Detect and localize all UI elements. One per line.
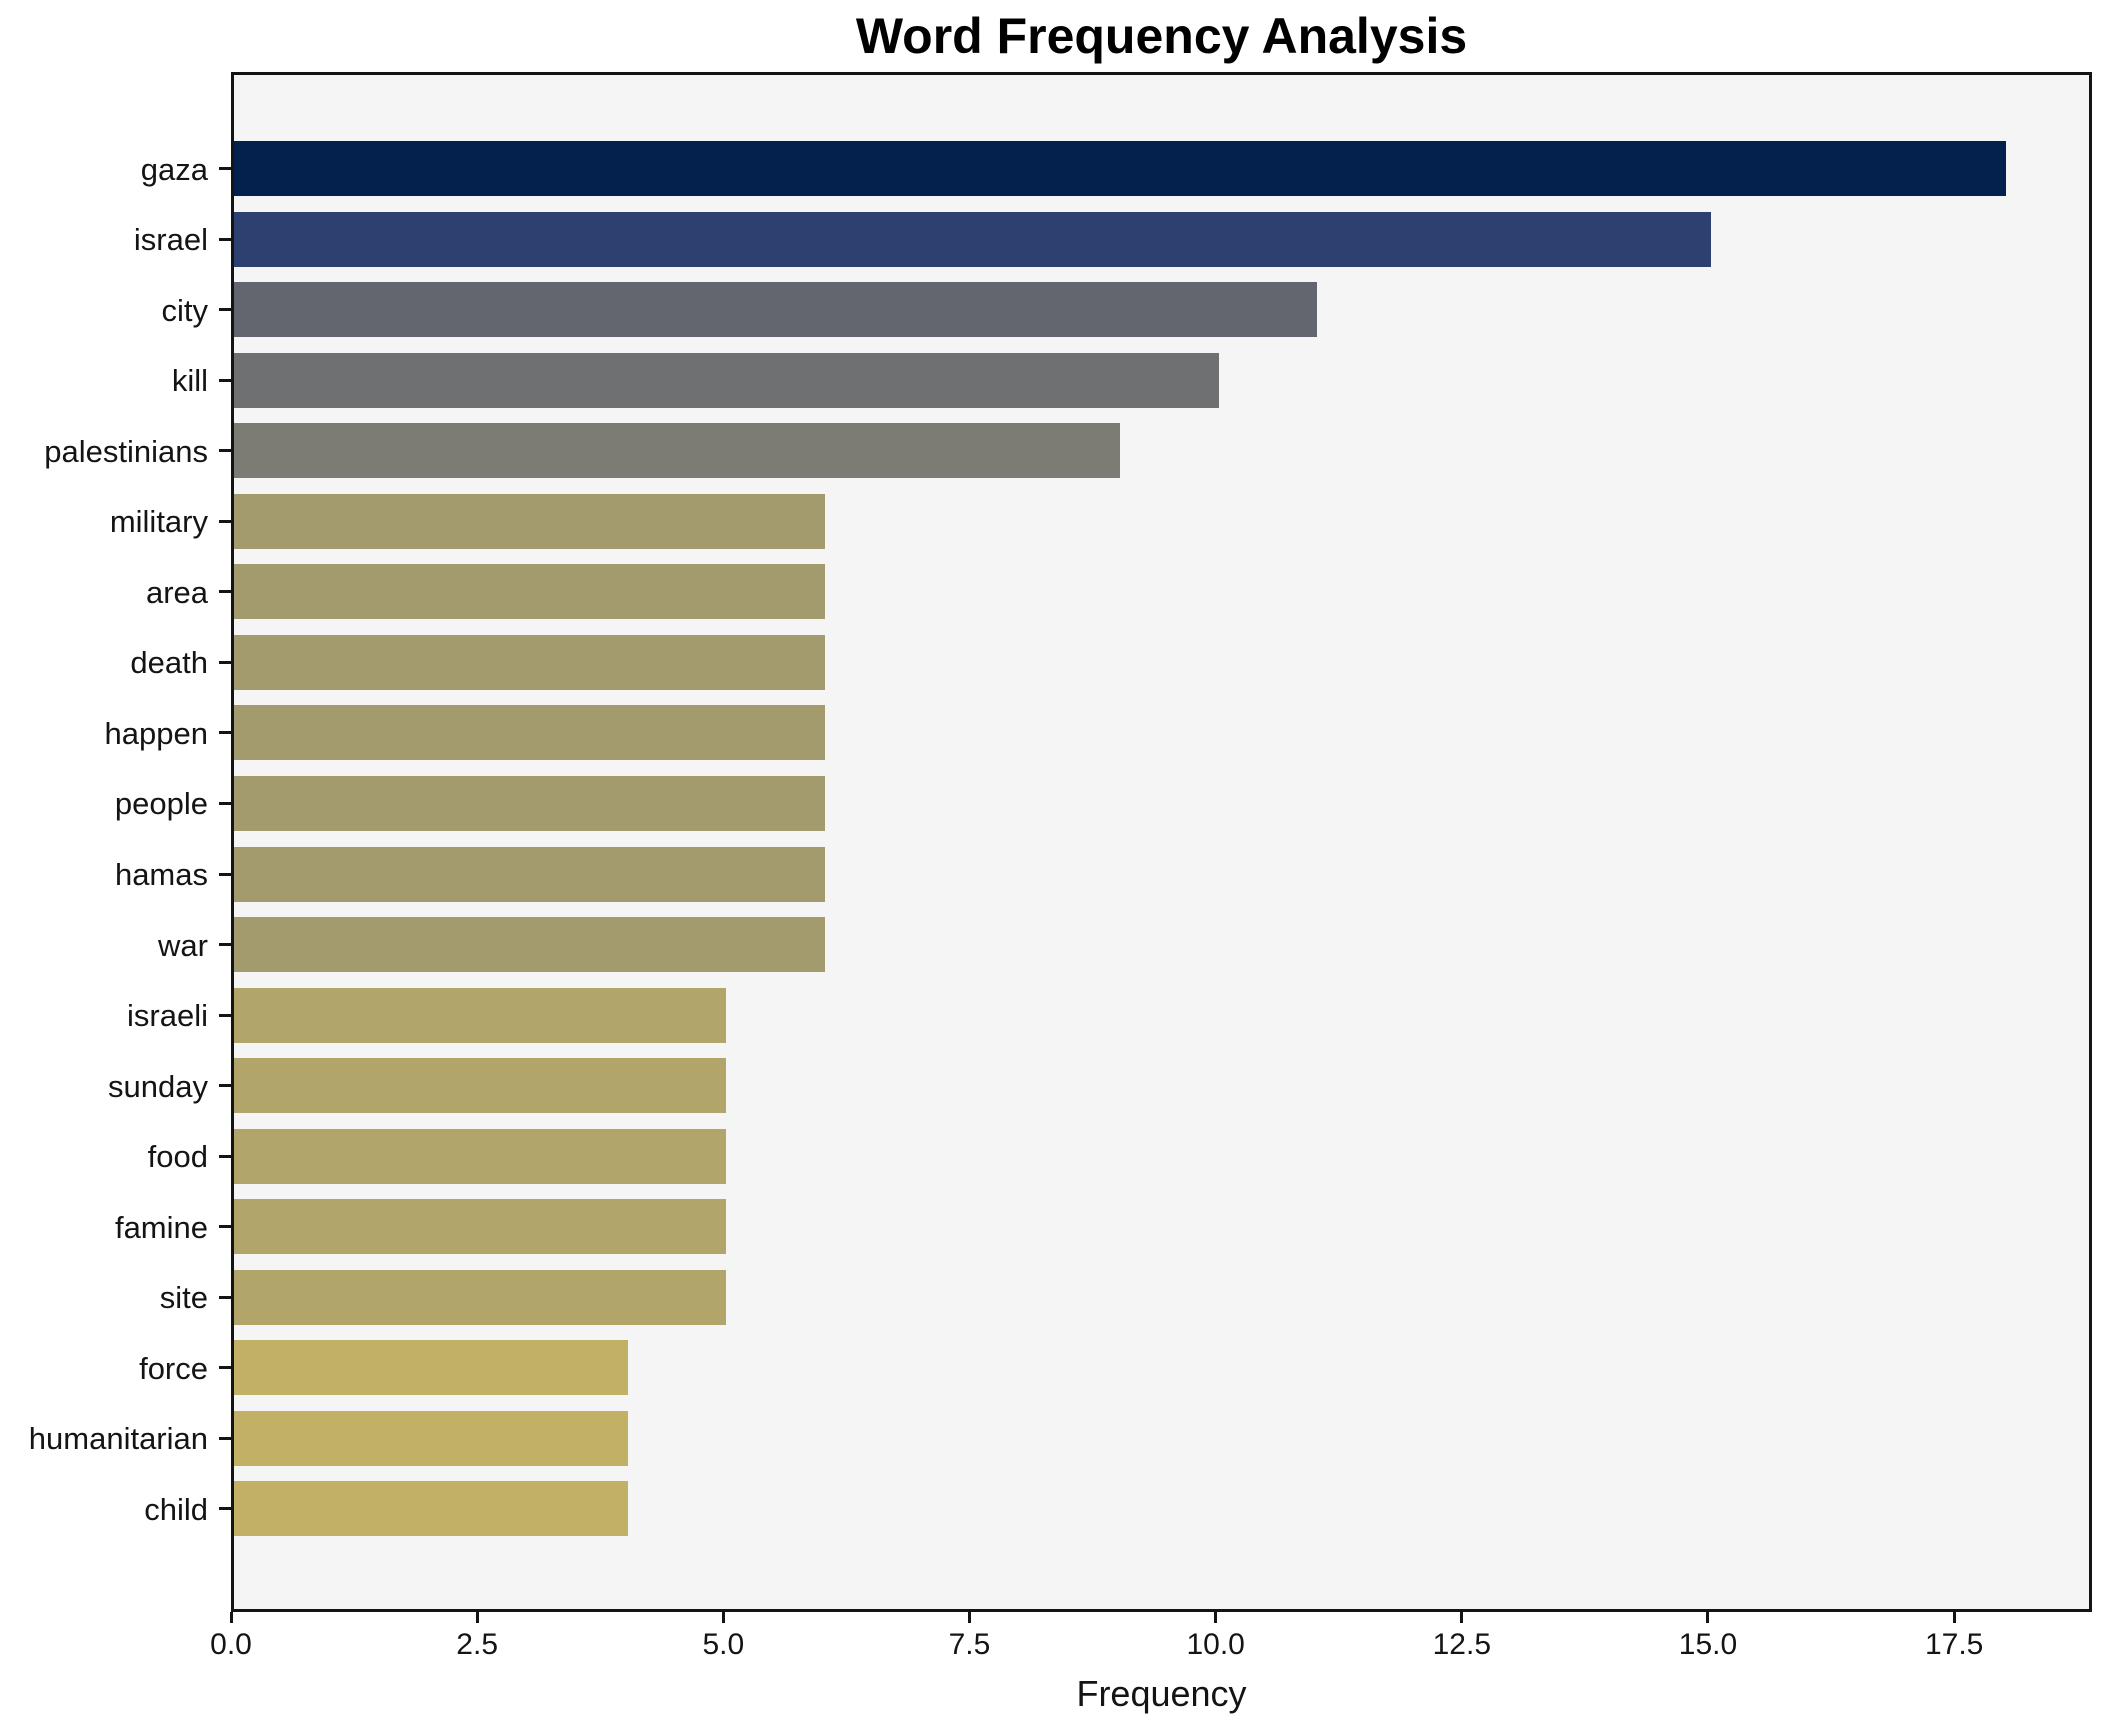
bar-war (234, 917, 825, 973)
x-tick-mark (1460, 1612, 1464, 1623)
y-tick-mark (219, 801, 231, 805)
y-tick-label-hamas: hamas (114, 857, 208, 892)
y-tick-mark (219, 1225, 231, 1229)
y-tick-mark (219, 1366, 231, 1370)
bar-death (234, 634, 825, 690)
x-tick-mark (1706, 1612, 1710, 1623)
y-tick-mark (219, 731, 231, 735)
y-tick-label-child: child (144, 1491, 208, 1527)
x-tick-mark (475, 1612, 479, 1623)
x-tick-mark (967, 1612, 971, 1623)
y-tick-label-kill: kill (171, 363, 208, 399)
y-tick-mark (219, 308, 231, 312)
y-tick-mark (219, 519, 231, 523)
bar-israeli (234, 987, 727, 1043)
y-tick-label-force: force (139, 1350, 208, 1386)
bar-gaza (234, 141, 2007, 196)
y-tick-mark (219, 1084, 231, 1088)
x-tick-label-17.5: 17.5 (1924, 1628, 1984, 1661)
bar-military (234, 493, 825, 549)
x-tick-label-2.5: 2.5 (456, 1628, 499, 1661)
y-tick-mark (219, 1295, 231, 1299)
y-tick-label-area: area (145, 574, 208, 610)
chart-title: Word Frequency Analysis (855, 8, 1468, 64)
x-tick-label-10.0: 10.0 (1186, 1628, 1245, 1661)
x-tick-label-0.0: 0.0 (210, 1628, 252, 1661)
y-tick-mark (219, 237, 231, 241)
y-tick-mark (219, 1154, 231, 1158)
bar-kill (234, 352, 1219, 408)
x-tick-mark (721, 1612, 725, 1623)
y-tick-label-humanitarian: humanitarian (28, 1421, 208, 1457)
bar-site (234, 1269, 727, 1325)
bar-humanitarian (234, 1410, 628, 1466)
bar-hamas (234, 846, 825, 902)
bar-people (234, 775, 825, 831)
y-tick-label-sunday: sunday (108, 1068, 208, 1104)
y-tick-mark (219, 449, 231, 453)
y-tick-label-site: site (159, 1280, 208, 1316)
y-tick-label-happen: happen (104, 715, 208, 751)
y-tick-mark (219, 1013, 231, 1017)
bar-palestinians (234, 423, 1121, 479)
y-tick-label-city: city (161, 292, 209, 328)
bar-famine (234, 1199, 727, 1255)
bar-happen (234, 705, 825, 761)
x-tick-label-5.0: 5.0 (702, 1628, 745, 1661)
y-tick-label-food: food (147, 1139, 208, 1175)
bar-child (234, 1481, 628, 1537)
y-tick-mark (219, 1507, 231, 1511)
x-tick-mark (1952, 1612, 1956, 1623)
y-tick-label-death: death (130, 645, 208, 681)
bar-area (234, 564, 825, 620)
bar-sunday (234, 1058, 727, 1114)
y-tick-label-israeli: israeli (127, 998, 208, 1034)
y-tick-mark (219, 943, 231, 947)
y-tick-mark (219, 590, 231, 594)
x-tick-label-7.5: 7.5 (948, 1628, 991, 1661)
y-tick-label-palestinians: palestinians (44, 433, 208, 469)
y-tick-label-people: people (114, 786, 208, 822)
x-tick-mark (1214, 1612, 1218, 1623)
bar-city (234, 282, 1318, 338)
y-tick-label-military: military (109, 504, 208, 540)
y-tick-label-famine: famine (114, 1209, 208, 1245)
y-tick-mark (219, 378, 231, 382)
y-tick-mark (219, 872, 231, 876)
y-tick-mark (219, 167, 231, 170)
y-tick-label-gaza: gaza (140, 151, 208, 187)
y-tick-label-israel: israel (133, 222, 208, 258)
x-tick-label-15.0: 15.0 (1678, 1628, 1738, 1661)
x-tick-mark (229, 1612, 233, 1623)
y-tick-label-war: war (158, 927, 208, 963)
x-tick-label-12.5: 12.5 (1432, 1628, 1492, 1661)
y-tick-mark (219, 660, 231, 664)
y-tick-mark (219, 1436, 231, 1440)
bar-israel (234, 211, 1711, 267)
bar-force (234, 1340, 628, 1396)
bar-food (234, 1128, 727, 1184)
plot-area (231, 72, 2092, 1612)
x-axis-label: Frequency (1076, 1673, 1247, 1714)
